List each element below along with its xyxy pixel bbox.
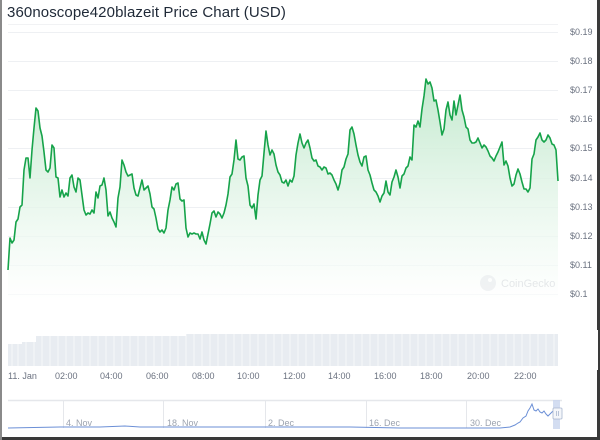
x-tick: 11. Jan: [8, 371, 37, 381]
y-tick: $0.11: [570, 260, 592, 270]
y-tick: $0.19: [570, 27, 593, 37]
x-tick: 18:00: [420, 371, 443, 381]
volume-bars: [8, 334, 586, 366]
x-tick: 06:00: [146, 371, 169, 381]
x-tick: 02:00: [55, 371, 78, 381]
y-tick: $0.18: [570, 56, 593, 66]
y-axis: $0.19 $0.18 $0.17 $0.16 $0.15 $0.14 $0.1…: [570, 27, 593, 299]
y-tick: $0.1: [570, 289, 588, 299]
navigator-tick: 4. Nov: [66, 418, 93, 428]
x-tick: 20:00: [467, 371, 490, 381]
x-tick: 10:00: [237, 371, 260, 381]
window-edge: [0, 0, 2, 440]
x-tick: 14:00: [328, 371, 351, 381]
navigator-handle[interactable]: [552, 407, 563, 420]
x-tick: 12:00: [283, 371, 306, 381]
x-tick: 04:00: [100, 371, 123, 381]
price-line[interactable]: [7, 78, 559, 271]
coingecko-watermark: CoinGecko: [480, 275, 555, 291]
navigator-tick: 18. Nov: [167, 418, 199, 428]
navigator-tick: 30. Dec: [470, 418, 502, 428]
y-tick: $0.17: [570, 85, 593, 95]
x-tick: 16:00: [374, 371, 397, 381]
x-tick: 22:00: [514, 371, 537, 381]
y-tick: $0.14: [570, 173, 593, 183]
volume-bar-stripes: [11, 334, 555, 366]
svg-text:CoinGecko: CoinGecko: [501, 278, 555, 290]
y-tick: $0.13: [570, 202, 593, 212]
y-tick: $0.12: [570, 231, 593, 241]
navigator-tick: 16. Dec: [369, 418, 401, 428]
navigator-tick: 2. Dec: [268, 418, 295, 428]
navigator-series: [7, 402, 554, 429]
x-tick: 08:00: [192, 371, 215, 381]
x-axis: 11. Jan 02:00 04:00 06:00 08:00 10:00 12…: [8, 371, 537, 381]
navigator[interactable]: 4. Nov 18. Nov 2. Dec 16. Dec 30. Dec: [7, 399, 563, 429]
y-tick: $0.16: [570, 114, 593, 124]
chart-title: 360noscope420blazeit Price Chart (USD): [7, 4, 286, 21]
y-tick: $0.15: [570, 143, 593, 153]
price-area: [8, 79, 558, 300]
